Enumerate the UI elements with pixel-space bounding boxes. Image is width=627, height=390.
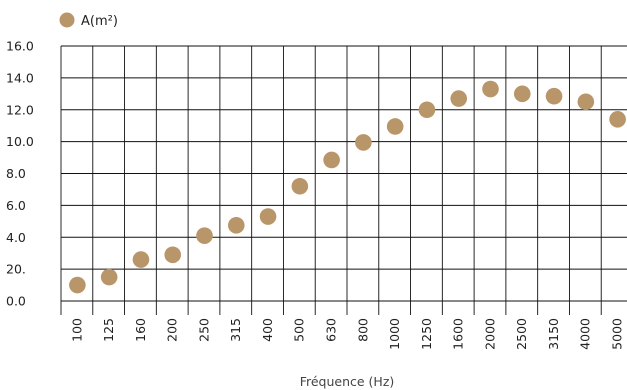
x-tick-label: 160 [133, 318, 148, 342]
data-points [69, 80, 626, 294]
data-point [577, 93, 595, 111]
x-tick-label: 800 [355, 318, 370, 342]
data-point [323, 151, 340, 169]
x-tick-label: 100 [69, 318, 84, 342]
data-point [386, 118, 404, 135]
x-tick-label: 1000 [387, 318, 402, 350]
data-point [259, 208, 277, 225]
y-tick-label: 0.0 [6, 294, 26, 309]
data-point [513, 85, 531, 103]
y-tick-label: 4.0 [6, 230, 26, 245]
x-tick-label: 400 [260, 318, 275, 342]
y-tick-label: 6.0 [6, 198, 26, 213]
y-tick-label: 12.0 [6, 102, 34, 117]
x-tick-label: 630 [323, 318, 338, 342]
data-point [482, 80, 499, 98]
x-tick-label: 2500 [514, 318, 529, 350]
data-point [132, 251, 150, 268]
data-point [450, 90, 468, 107]
data-point [418, 101, 436, 119]
x-tick-label: 2000 [482, 318, 497, 350]
grid [60, 45, 627, 315]
y-tick-label: 8.0 [6, 166, 26, 181]
x-tick-label: 125 [101, 318, 116, 342]
x-axis-ticks: 100 125 160 200 250 315 400 500 630 800 1000 1250 16… [69, 318, 624, 350]
x-tick-label: 3150 [546, 318, 561, 350]
legend-marker [59, 12, 75, 28]
data-point [545, 87, 563, 105]
data-point [164, 246, 182, 264]
x-tick-label: 200 [165, 318, 180, 342]
y-axis-ticks: 0.0 20. 4.0 6.0 8.0 10.0 12.0 14.0 16.0 [6, 39, 34, 309]
y-tick-label: 14.0 [6, 70, 34, 85]
data-point [355, 134, 372, 151]
y-tick-label: 20. [6, 262, 26, 277]
data-point [69, 276, 86, 294]
x-tick-label: 1250 [419, 318, 434, 350]
data-point [196, 227, 213, 244]
data-point [291, 177, 309, 195]
x-axis-title: Fréquence (Hz) [300, 374, 395, 389]
x-tick-label: 500 [292, 318, 307, 342]
data-point [609, 111, 626, 128]
data-point [227, 216, 245, 234]
x-tick-label: 315 [228, 318, 243, 342]
x-tick-label: 5000 [609, 318, 624, 350]
legend-label: A(m²) [81, 14, 118, 29]
legend: A(m²) [59, 12, 118, 29]
data-point [100, 268, 118, 286]
y-tick-label: 10.0 [6, 134, 34, 149]
x-tick-label: 250 [196, 318, 211, 342]
x-tick-label: 4000 [578, 318, 593, 350]
x-tick-label: 1600 [451, 318, 466, 350]
y-tick-label: 16.0 [6, 39, 34, 54]
